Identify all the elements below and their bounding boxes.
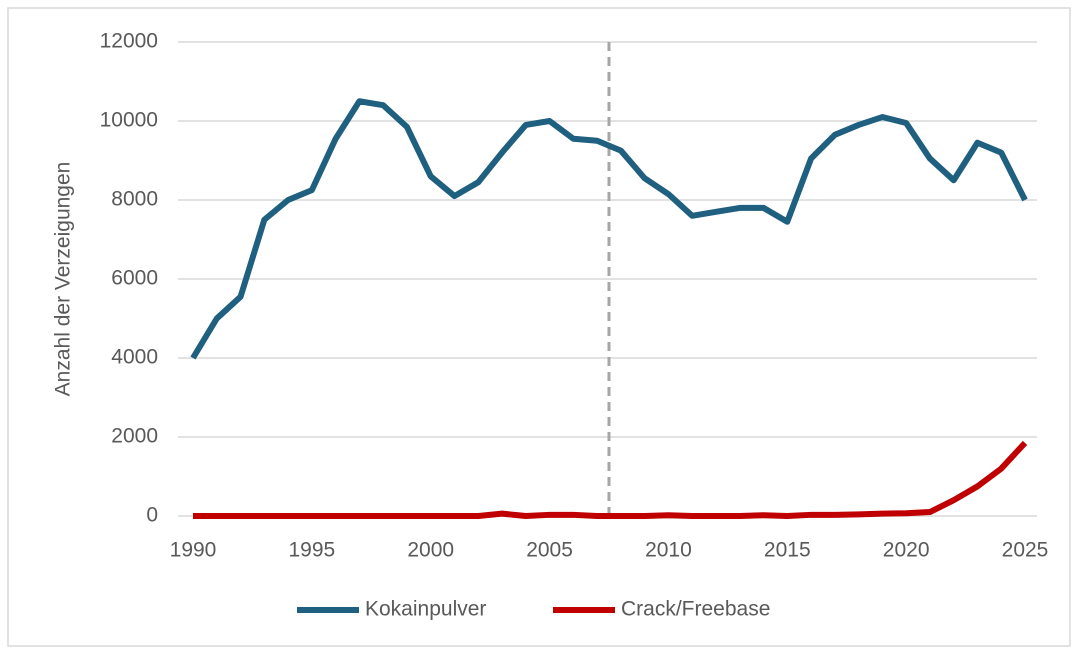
legend-label: Kokainpulver: [365, 598, 486, 621]
x-tick-label: 2025: [1002, 539, 1049, 562]
y-tick-label: 2000: [111, 425, 158, 448]
y-axis-label: Anzahl der Verzeigungen: [52, 162, 75, 397]
y-tick-label: 12000: [100, 30, 158, 53]
y-tick-label: 6000: [111, 267, 158, 290]
x-tick-label: 1995: [288, 539, 335, 562]
x-tick-label: 2000: [407, 539, 454, 562]
legend-label: Crack/Freebase: [621, 598, 770, 621]
y-tick-label: 4000: [111, 346, 158, 369]
x-tick-label: 2010: [645, 539, 692, 562]
y-tick-label: 0: [146, 504, 158, 527]
x-tick-label: 2015: [764, 539, 811, 562]
x-tick-label: 1990: [170, 539, 217, 562]
y-tick-label: 8000: [111, 188, 158, 211]
chart-frame: [7, 7, 1071, 647]
line-series: [190, 98, 1028, 360]
x-tick-label: 2005: [526, 539, 573, 562]
y-tick-label: 10000: [100, 109, 158, 132]
line-series: [193, 440, 1028, 519]
x-tick-label: 2020: [883, 539, 930, 562]
